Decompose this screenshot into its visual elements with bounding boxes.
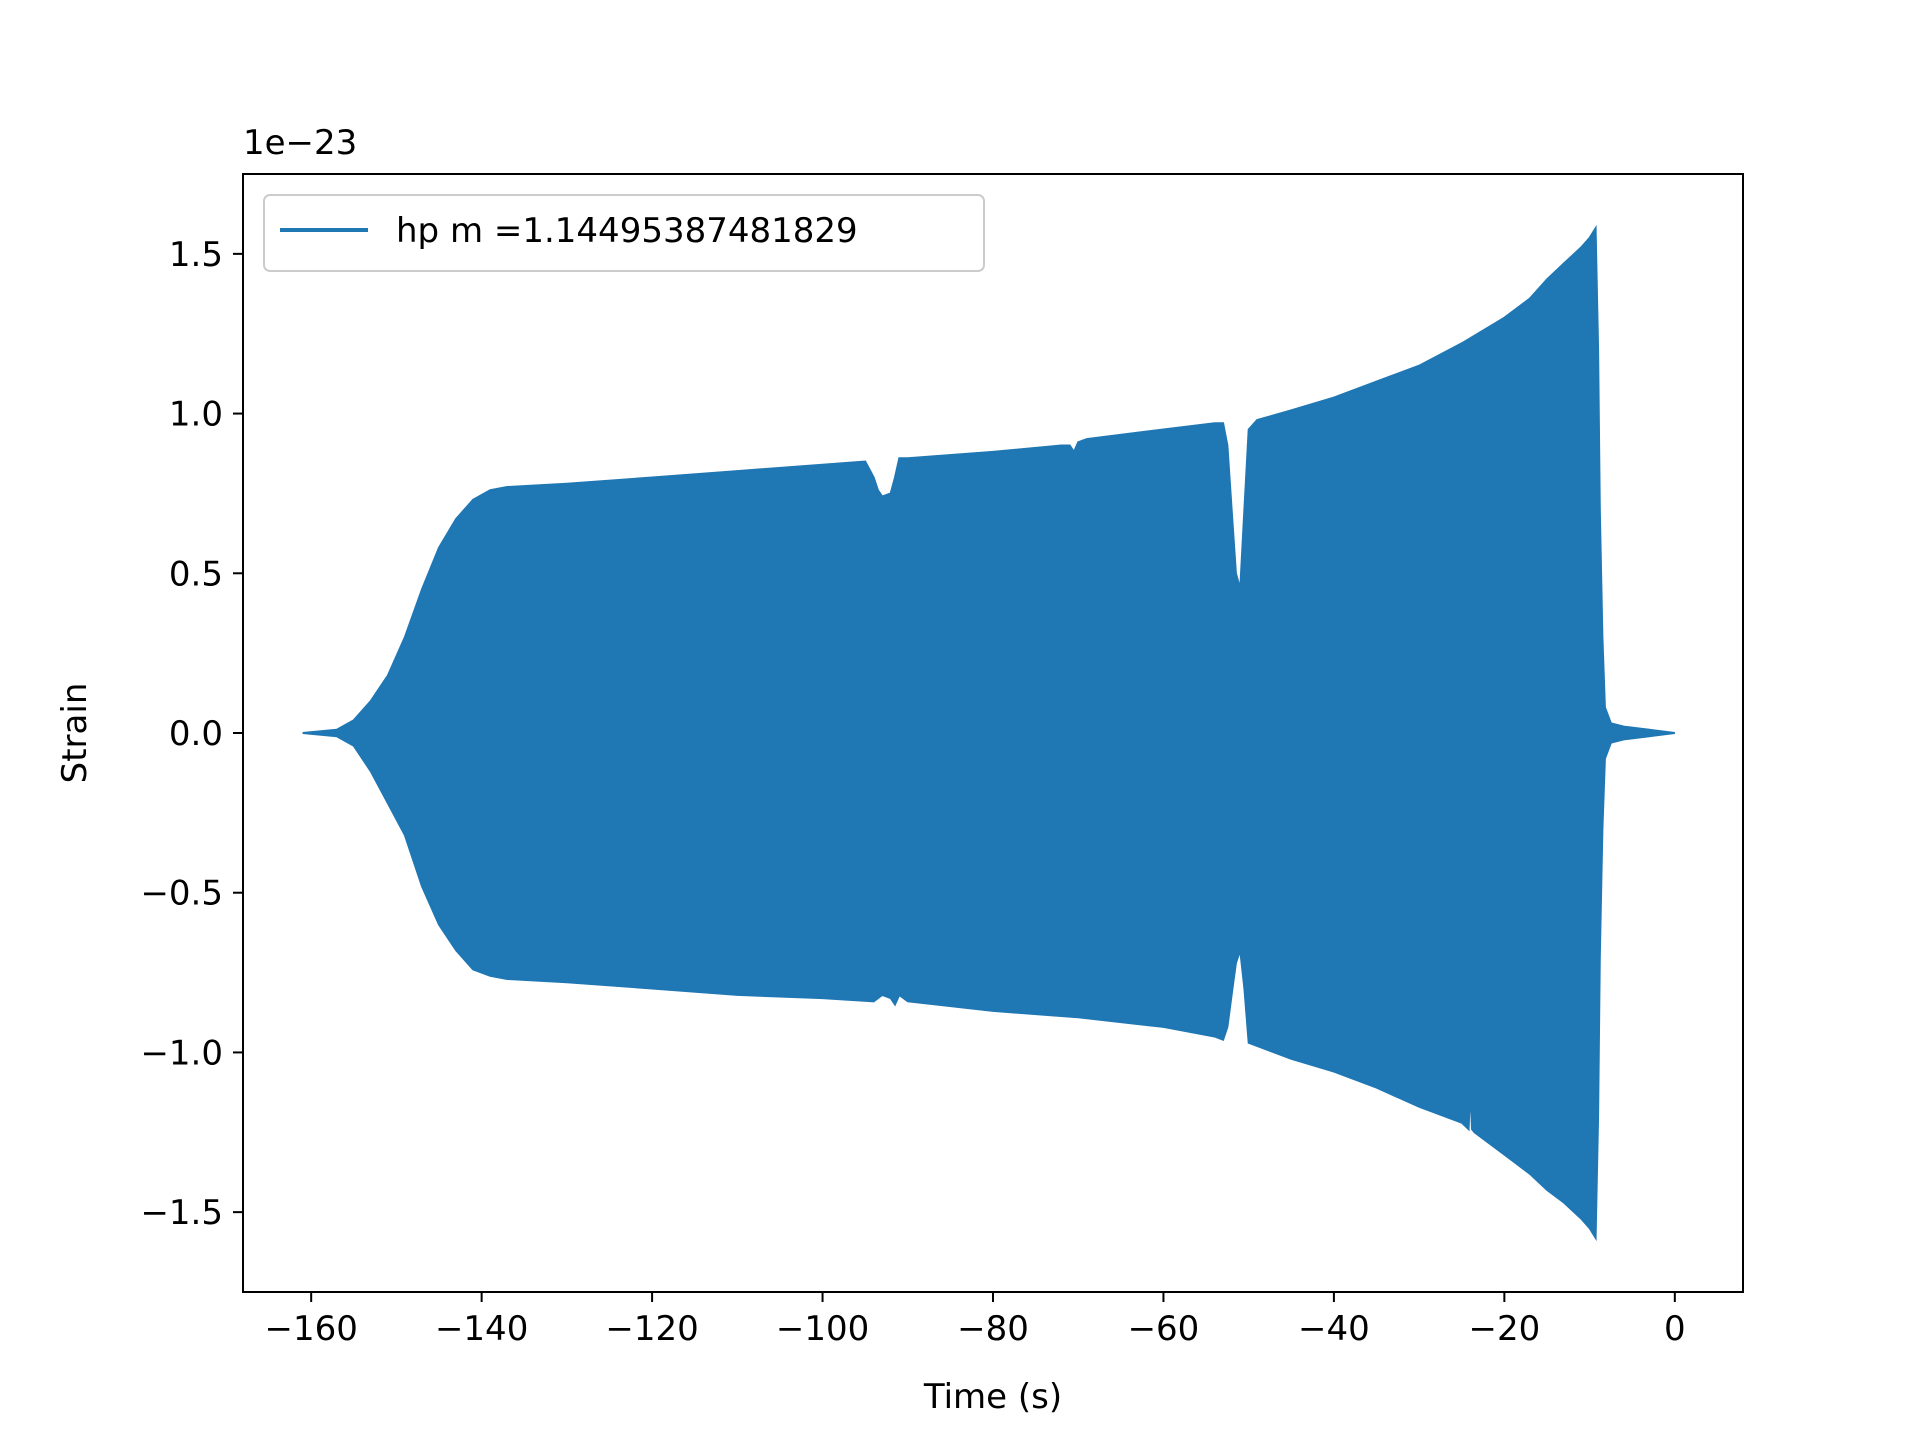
legend-box bbox=[263, 194, 985, 272]
plot-area bbox=[302, 224, 1675, 1242]
waveform-area bbox=[302, 224, 1675, 1242]
x-tick-label: −120 bbox=[605, 1309, 698, 1349]
x-tick-label: −20 bbox=[1468, 1309, 1540, 1349]
y-tick-label: 1.5 bbox=[169, 235, 223, 275]
legend: hp m =1.14495387481829 bbox=[263, 194, 985, 272]
x-tick-label: −40 bbox=[1298, 1309, 1370, 1349]
x-axis-label: Time (s) bbox=[923, 1377, 1062, 1417]
y-axis-label: Strain bbox=[55, 683, 95, 784]
y-offset-label: 1e−23 bbox=[243, 123, 357, 163]
x-tick-label: −60 bbox=[1128, 1309, 1200, 1349]
x-tick-label: −140 bbox=[435, 1309, 528, 1349]
y-tick-label: 1.0 bbox=[169, 395, 223, 435]
x-tick-label: 0 bbox=[1664, 1309, 1686, 1349]
y-tick-label: −1.5 bbox=[140, 1193, 223, 1233]
x-axis: −160 −140 −120 −100 −80 −60 −40 −20 0 bbox=[264, 1292, 1686, 1349]
x-tick-label: −100 bbox=[776, 1309, 869, 1349]
y-tick-label: 0.5 bbox=[169, 554, 223, 594]
y-axis: −1.5 −1.0 −0.5 0.0 0.5 1.0 1.5 bbox=[140, 235, 243, 1233]
y-tick-label: 0.0 bbox=[169, 714, 223, 754]
y-tick-label: −0.5 bbox=[140, 874, 223, 914]
legend-entry-label: hp m =1.14495387481829 bbox=[396, 211, 858, 251]
x-tick-label: −160 bbox=[264, 1309, 357, 1349]
x-tick-label: −80 bbox=[957, 1309, 1029, 1349]
y-tick-label: −1.0 bbox=[140, 1033, 223, 1073]
